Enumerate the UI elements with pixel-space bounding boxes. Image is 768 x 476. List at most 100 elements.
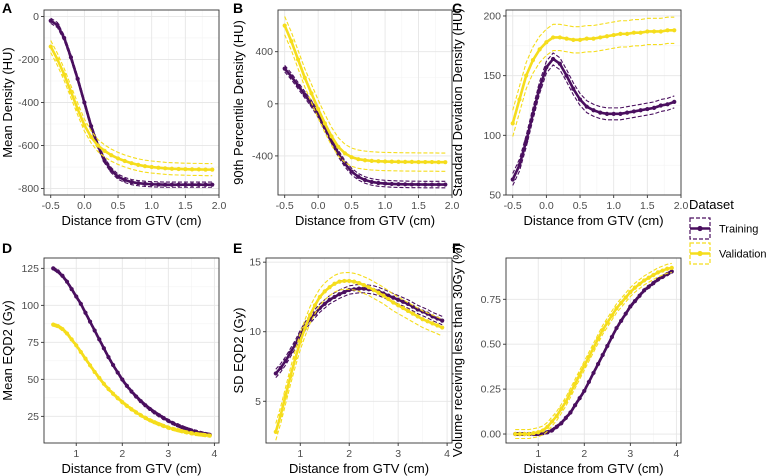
data-point-validation	[156, 165, 161, 170]
data-point-validation	[361, 283, 366, 288]
data-point-validation	[400, 305, 406, 311]
data-point-training	[210, 182, 215, 187]
data-point-validation	[196, 167, 201, 172]
x-axis-title: Distance from GTV (cm)	[61, 213, 201, 228]
data-point-validation	[416, 159, 421, 165]
y-tick-label: -400	[18, 97, 39, 109]
data-point-training	[302, 92, 307, 97]
data-point-validation	[628, 290, 633, 295]
legend-entry-training: Training	[689, 217, 758, 240]
data-point-validation	[522, 431, 527, 437]
data-point-training	[429, 182, 435, 187]
data-point-validation	[376, 290, 381, 295]
data-point-validation	[524, 73, 529, 78]
series-upper-bound-validation	[275, 272, 443, 424]
data-point-validation	[423, 159, 428, 165]
panel-border	[43, 9, 220, 196]
panel-d: 1 2 3 4 25 50 75 100 125 Distance from GTV (cm) Me…	[0, 240, 220, 476]
data-point-validation	[356, 280, 362, 286]
data-point-training	[122, 177, 127, 183]
data-point-validation	[180, 429, 185, 434]
data-point-validation	[106, 386, 111, 392]
data-point-training	[396, 182, 401, 187]
legend-key-point	[697, 225, 703, 232]
data-point-validation	[309, 91, 314, 96]
data-point-validation	[572, 381, 578, 386]
data-point-training	[170, 421, 176, 426]
data-point-validation	[143, 415, 148, 420]
data-point-training	[410, 304, 415, 309]
data-point-training	[582, 388, 587, 394]
data-point-training	[87, 319, 93, 324]
data-point-validation	[436, 160, 441, 165]
data-point-training	[544, 65, 549, 70]
data-point-validation	[166, 425, 171, 430]
data-point-training	[283, 358, 288, 364]
data-point-training	[658, 103, 663, 108]
data-point-validation	[75, 106, 80, 112]
x-tick-label: 1.5	[178, 200, 193, 212]
data-point-validation	[74, 343, 79, 348]
data-point-training	[62, 35, 67, 41]
panel-tag: F	[452, 240, 461, 256]
data-point-training	[382, 181, 388, 186]
data-point-validation	[295, 57, 301, 62]
data-point-training	[586, 379, 591, 385]
series-upper-bound-validation	[284, 16, 446, 154]
data-point-training	[176, 182, 181, 187]
x-tick-label: -0.5	[276, 200, 294, 212]
data-point-validation	[638, 30, 643, 35]
series-lower-bound-validation	[275, 288, 443, 441]
data-point-validation	[203, 433, 208, 438]
data-point-training	[600, 352, 605, 358]
data-point-validation	[289, 39, 294, 44]
data-point-validation	[625, 31, 630, 36]
data-point-validation	[347, 278, 352, 284]
x-tick-label: 4	[673, 448, 679, 460]
data-point-validation	[101, 381, 106, 386]
data-point-validation	[577, 372, 582, 377]
data-point-training	[638, 108, 643, 113]
series-lower-bound-training	[275, 292, 443, 378]
x-tick-label: 2.0	[212, 200, 227, 212]
data-point-training	[55, 22, 60, 28]
panel-border	[505, 257, 682, 444]
data-point-validation	[210, 167, 215, 172]
data-point-training	[101, 346, 106, 351]
panel-border	[43, 257, 220, 444]
series-lower-bound-validation	[284, 34, 446, 172]
data-point-validation	[557, 35, 562, 40]
data-point-validation	[440, 325, 445, 330]
data-point-training	[129, 179, 134, 185]
x-tick-label: 2	[581, 448, 587, 460]
data-point-validation	[623, 295, 628, 300]
y-tick-label: 25	[27, 411, 39, 423]
data-point-validation	[531, 431, 536, 436]
panel-border	[265, 257, 453, 444]
data-point-validation	[536, 430, 541, 435]
data-point-training	[577, 395, 582, 401]
data-point-training	[403, 182, 408, 187]
data-point-validation	[409, 159, 414, 165]
data-point-validation	[136, 162, 141, 167]
x-tick-label: 0.5	[573, 200, 588, 212]
data-point-validation	[64, 331, 70, 336]
data-point-training	[273, 371, 278, 376]
data-point-validation	[429, 159, 435, 165]
data-point-validation	[138, 413, 143, 418]
data-point-validation	[115, 396, 120, 401]
legend-entry-validation: Validation	[689, 242, 767, 265]
data-point-validation	[48, 44, 53, 49]
data-point-validation	[376, 159, 381, 164]
data-point-training	[391, 295, 396, 300]
x-tick-label: 0.0	[539, 200, 554, 212]
data-point-validation	[51, 322, 56, 327]
data-point-validation	[415, 314, 420, 319]
data-point-training	[596, 361, 601, 367]
data-point-training	[89, 124, 94, 129]
data-point-validation	[120, 400, 125, 405]
data-point-validation	[163, 166, 168, 171]
data-point-validation	[554, 413, 559, 419]
data-point-validation	[176, 166, 181, 172]
data-point-validation	[282, 23, 287, 28]
